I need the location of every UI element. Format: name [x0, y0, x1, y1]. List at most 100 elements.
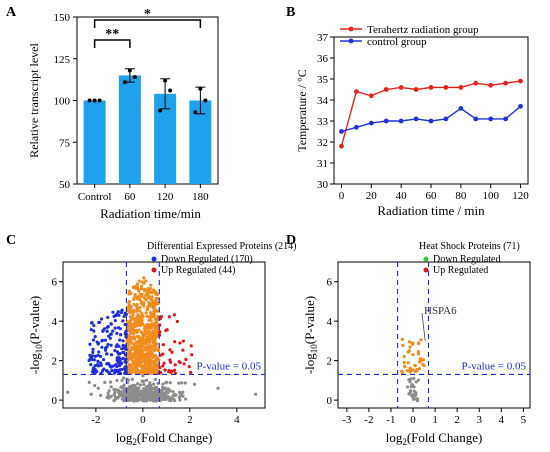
protein-point-down — [105, 345, 109, 349]
protein-point-sig — [148, 352, 152, 356]
protein-point-up — [187, 364, 191, 369]
protein-point-ns — [181, 390, 185, 394]
y-tick-label-b: 35 — [317, 74, 329, 86]
protein-point-down — [109, 353, 114, 357]
protein-point-sig — [150, 332, 154, 336]
protein-point-down — [118, 338, 122, 342]
protein-point-sig — [131, 285, 136, 289]
p-value-threshold-label-c: P-value = 0.05 — [196, 360, 261, 372]
x-axis-label-d: log2(Fold Change) — [386, 430, 483, 447]
protein-point-sig — [413, 364, 417, 368]
replicate-point-180 — [203, 98, 208, 103]
protein-point-sig — [148, 338, 152, 342]
protein-point-sig — [406, 361, 410, 365]
protein-point-ns — [131, 383, 135, 387]
protein-point-sig — [140, 284, 144, 288]
p-value-threshold-label-d: P-value = 0.05 — [461, 360, 526, 372]
y-axis-label-c: -log10(P-value) — [27, 296, 44, 374]
protein-point-down — [100, 369, 105, 373]
protein-point-ns — [146, 390, 150, 394]
protein-point-sig — [132, 342, 136, 347]
protein-point-up — [173, 363, 177, 367]
protein-point-sig — [156, 356, 160, 361]
protein-point-down — [114, 363, 118, 367]
x-tick-label-c: 4 — [234, 414, 240, 426]
protein-point-sig — [137, 321, 141, 325]
series-point-0 — [428, 85, 434, 90]
protein-point-up — [165, 328, 169, 332]
protein-point-sig — [411, 353, 415, 357]
protein-point-sig — [140, 300, 144, 305]
protein-point-sig — [128, 331, 132, 336]
protein-point-sig — [129, 336, 133, 341]
protein-point-sig — [405, 368, 409, 373]
protein-point-sig — [127, 371, 131, 375]
protein-point-sig — [127, 301, 131, 305]
series-point-1 — [473, 116, 479, 122]
y-tick-label-b: 34 — [317, 95, 329, 107]
legend-label-down-d: Down Regulated — [433, 254, 501, 265]
x-tick-label-c: 0 — [140, 414, 146, 426]
protein-point-sig — [421, 358, 425, 362]
protein-point-up — [184, 357, 188, 361]
x-tick-label-d: -1 — [386, 414, 395, 426]
protein-point-sig — [148, 362, 152, 366]
y-tick-label-d: 2 — [327, 356, 333, 368]
protein-point-up — [168, 358, 172, 362]
protein-point-ns — [109, 394, 113, 398]
protein-point-sig — [127, 343, 131, 347]
protein-point-down — [105, 329, 109, 333]
protein-point-ns — [173, 392, 177, 397]
protein-point-ns — [153, 387, 157, 391]
series-point-0 — [398, 85, 404, 90]
protein-point-down — [119, 362, 123, 366]
legend-label-down-c: Down Regulated (170) — [161, 254, 253, 265]
protein-point-down — [103, 338, 108, 342]
protein-point-down — [92, 329, 96, 333]
protein-point-sig — [129, 318, 133, 322]
protein-point-ns — [411, 383, 415, 388]
protein-point-sig — [140, 294, 144, 299]
protein-point-sig — [138, 319, 142, 323]
annotation-leader — [421, 312, 426, 341]
protein-point-ns — [98, 393, 103, 398]
protein-point-down — [115, 312, 119, 316]
protein-point-down — [111, 310, 115, 314]
protein-point-down — [112, 314, 116, 318]
protein-point-down — [100, 345, 104, 349]
protein-point-sig — [136, 307, 140, 311]
protein-point-sig — [142, 367, 147, 371]
series-point-1 — [368, 120, 374, 126]
protein-point-ns — [153, 377, 158, 381]
protein-point-sig — [135, 297, 139, 301]
protein-point-ns — [89, 392, 93, 396]
protein-point-sig — [152, 363, 156, 367]
protein-point-sig — [407, 349, 411, 353]
x-tick-label-b: 20 — [366, 190, 378, 202]
protein-point-down — [121, 319, 125, 323]
protein-point-up — [190, 353, 194, 357]
protein-point-down — [109, 343, 113, 347]
protein-point-ns — [120, 392, 124, 396]
protein-point-sig — [140, 280, 144, 284]
protein-point-ns — [130, 377, 134, 381]
x-tick-label-c: 2 — [187, 414, 193, 426]
protein-point-down — [118, 327, 122, 331]
protein-point-sig — [418, 357, 422, 361]
protein-point-sig — [138, 335, 142, 340]
protein-point-ns — [164, 381, 168, 385]
protein-point-ns — [142, 382, 146, 387]
protein-point-down — [93, 354, 97, 359]
protein-point-down — [89, 363, 93, 367]
replicate-point-60 — [127, 68, 132, 73]
protein-point-sig — [151, 304, 155, 308]
protein-point-ns — [148, 387, 152, 392]
protein-point-sig — [147, 370, 152, 374]
protein-point-sig — [150, 335, 154, 340]
protein-point-ns — [414, 391, 418, 395]
protein-point-sig — [421, 362, 425, 367]
chart-title-c: Differential Expressed Proteins (214) — [147, 241, 297, 252]
protein-point-down — [106, 361, 110, 366]
x-tick-label-d: 4 — [499, 414, 505, 426]
protein-point-ns — [150, 392, 154, 396]
